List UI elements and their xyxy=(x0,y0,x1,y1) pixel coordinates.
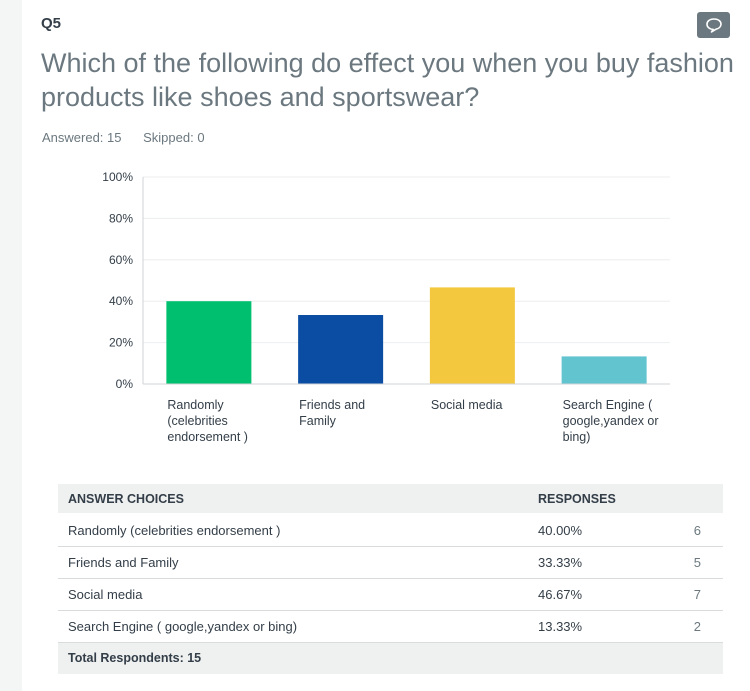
answer-choice-cell: Friends and Family xyxy=(58,546,528,579)
table-row: Social media 46.67% 7 xyxy=(58,578,723,611)
table-row: Randomly (celebrities endorsement ) 40.0… xyxy=(58,514,723,547)
y-tick-label: 0% xyxy=(116,377,134,391)
answer-choice-cell: Social media xyxy=(58,578,528,611)
response-percent-cell: 46.67% xyxy=(528,578,658,611)
response-percent-cell: 33.33% xyxy=(528,546,658,579)
header-answer-choices[interactable]: ANSWER CHOICES xyxy=(58,484,528,515)
table-row: Friends and Family 33.33% 5 xyxy=(58,546,723,579)
answer-choice-cell: Randomly (celebrities endorsement ) xyxy=(58,514,528,547)
results-table: ANSWER CHOICES RESPONSES Randomly (celeb… xyxy=(58,484,723,674)
response-count-cell[interactable]: 2 xyxy=(658,610,723,643)
y-tick-label: 60% xyxy=(109,253,133,267)
x-tick-label: Friends and Family xyxy=(299,398,365,428)
header-responses[interactable]: RESPONSES xyxy=(528,484,658,515)
x-tick-label: Search Engine (google,yandex or bing) xyxy=(563,398,659,444)
x-tick-label: Randomly (celebrities endorsement ) xyxy=(167,398,248,444)
bar-chart: 100% 80% 60% 40% 20% 0% Randomly (celebrities e… xyxy=(102,170,670,444)
response-count-cell[interactable]: 5 xyxy=(658,546,723,579)
answer-choice-cell: Search Engine ( google,yandex or bing) xyxy=(58,610,528,643)
chart-bar[interactable] xyxy=(429,287,515,384)
total-respondents-row: Total Respondents: 15 xyxy=(58,642,723,674)
table-row: Search Engine ( google,yandex or bing) 1… xyxy=(58,610,723,643)
chart-bar[interactable] xyxy=(298,315,384,384)
header-count xyxy=(658,484,723,515)
speech-bubble-icon xyxy=(705,18,722,33)
total-respondents-label: Total Respondents: 15 xyxy=(58,642,723,674)
chart-bar[interactable] xyxy=(166,301,252,384)
response-stats: Answered: 15 Skipped: 0 xyxy=(42,130,223,145)
response-count-cell[interactable]: 7 xyxy=(658,578,723,611)
chart-bar[interactable] xyxy=(561,356,647,384)
question-number: Q5 xyxy=(41,15,62,32)
x-tick-label: Social media xyxy=(431,398,503,412)
x-axis-labels: Randomly (celebrities endorsement ) Friends… xyxy=(167,398,658,444)
comment-button[interactable] xyxy=(697,12,730,38)
y-tick-label: 40% xyxy=(109,294,133,308)
table-header-row: ANSWER CHOICES RESPONSES xyxy=(58,484,723,515)
question-title: Which of the following do effect you whe… xyxy=(41,48,734,112)
response-percent-cell: 40.00% xyxy=(528,514,658,547)
answered-count: Answered: 15 xyxy=(42,130,122,145)
y-axis-ticks: 100% 80% 60% 40% 20% 0% xyxy=(102,170,133,391)
y-tick-label: 100% xyxy=(102,170,133,184)
response-count-cell[interactable]: 6 xyxy=(658,514,723,547)
y-tick-label: 20% xyxy=(109,336,133,350)
skipped-count: Skipped: 0 xyxy=(143,130,205,145)
chart-bars xyxy=(166,287,647,384)
response-percent-cell: 13.33% xyxy=(528,610,658,643)
y-tick-label: 80% xyxy=(109,211,133,225)
